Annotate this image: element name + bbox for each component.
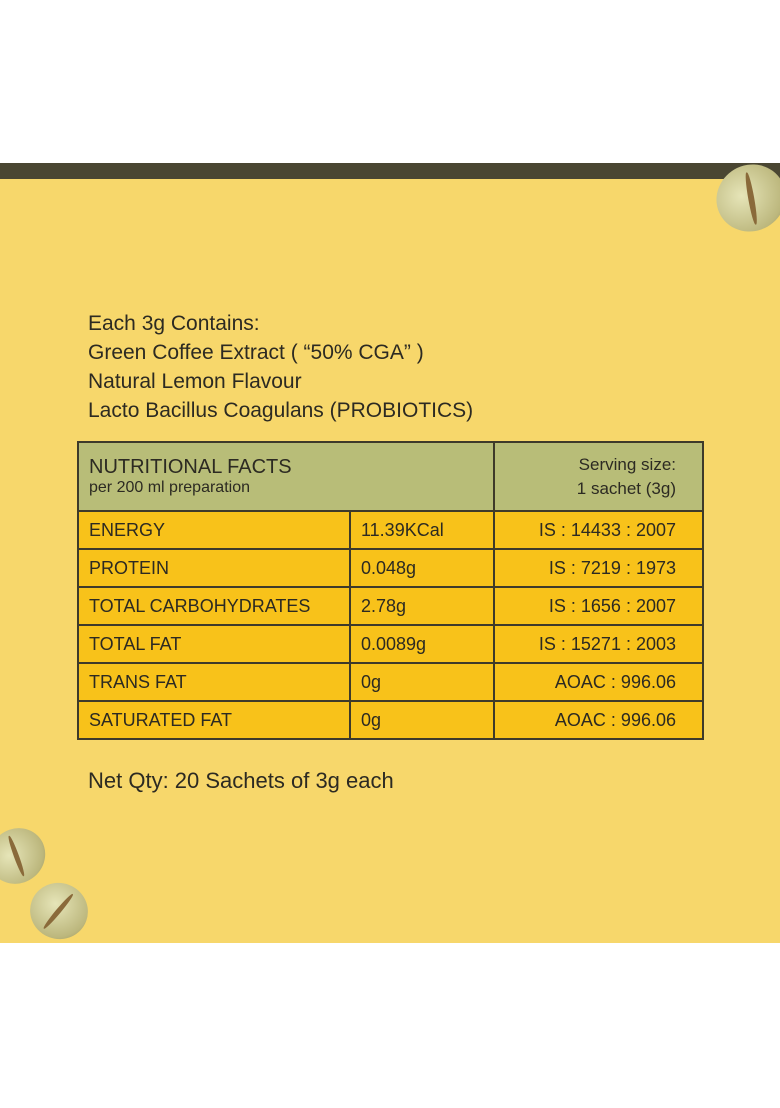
table-row: ENERGY 11.39KCal IS : 14433 : 2007 — [77, 510, 704, 550]
serving-value: 1 sachet (3g) — [576, 478, 676, 498]
test-method: IS : 15271 : 2003 — [493, 624, 704, 664]
net-quantity: Net Qty: 20 Sachets of 3g each — [88, 768, 394, 793]
nutrient-name: ENERGY — [77, 510, 351, 550]
nutrient-name: PROTEIN — [77, 548, 351, 588]
test-method: IS : 1656 : 2007 — [493, 586, 704, 626]
table-row: SATURATED FAT 0g AOAC : 996.06 — [77, 700, 704, 740]
coffee-bean-icon — [22, 874, 96, 943]
table-row: TOTAL FAT 0.0089g IS : 15271 : 2003 — [77, 624, 704, 664]
table-row: PROTEIN 0.048g IS : 7219 : 1973 — [77, 548, 704, 588]
nutrient-value: 0.048g — [349, 548, 495, 588]
table-row: TRANS FAT 0g AOAC : 996.06 — [77, 662, 704, 702]
nutrient-value: 0g — [349, 700, 495, 740]
test-method: IS : 7219 : 1973 — [493, 548, 704, 588]
contents-heading: Each 3g Contains: — [88, 312, 260, 335]
nutrition-table: NUTRITIONAL FACTS per 200 ml preparation… — [77, 441, 704, 740]
nutrient-name: TOTAL CARBOHYDRATES — [77, 586, 351, 626]
contents-item: Green Coffee Extract ( “50% CGA” ) — [88, 341, 424, 364]
contents-list: Each 3g Contains: Green Coffee Extract (… — [88, 309, 473, 425]
test-method: AOAC : 996.06 — [493, 700, 704, 740]
nutrient-name: TOTAL FAT — [77, 624, 351, 664]
nutrient-name: SATURATED FAT — [77, 700, 351, 740]
serving-label: Serving size: — [578, 454, 676, 474]
nutrient-value: 11.39KCal — [349, 510, 495, 550]
table-title: NUTRITIONAL FACTS — [89, 456, 292, 478]
contents-item: Lacto Bacillus Coagulans (PROBIOTICS) — [88, 399, 474, 422]
nutrient-value: 0.0089g — [349, 624, 495, 664]
test-method: IS : 14433 : 2007 — [493, 510, 704, 550]
scalloped-edge — [0, 173, 780, 185]
contents-item: Natural Lemon Flavour — [88, 370, 302, 393]
test-method: AOAC : 996.06 — [493, 662, 704, 702]
nutrient-name: TRANS FAT — [77, 662, 351, 702]
table-header: NUTRITIONAL FACTS per 200 ml preparation… — [77, 441, 704, 512]
nutrient-value: 0g — [349, 662, 495, 702]
nutrient-value: 2.78g — [349, 586, 495, 626]
table-row: TOTAL CARBOHYDRATES 2.78g IS : 1656 : 2007 — [77, 586, 704, 626]
table-subtitle: per 200 ml preparation — [89, 479, 250, 496]
